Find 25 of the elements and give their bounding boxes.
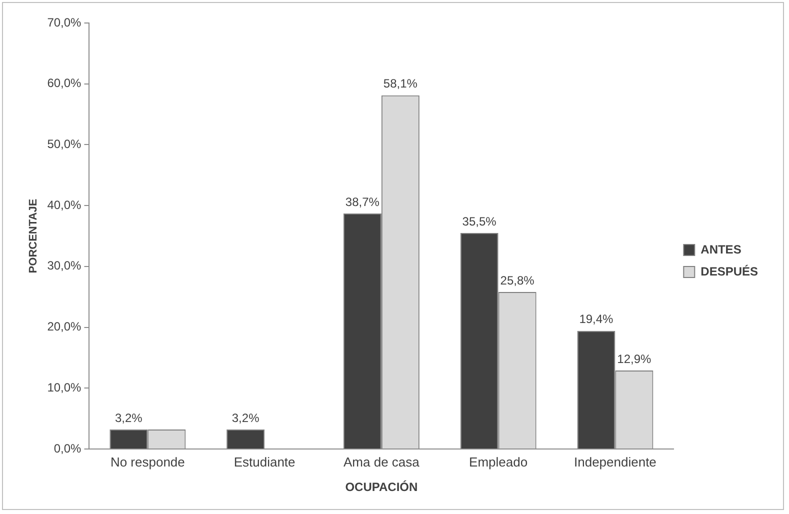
- y-tick-label: 50,0%: [47, 137, 82, 152]
- data-label: 3,2%: [232, 410, 260, 425]
- data-label: 58,1%: [383, 76, 418, 91]
- x-tick-label: Independiente: [574, 454, 656, 470]
- x-tick-label: Estudiante: [234, 454, 296, 470]
- data-label: 19,4%: [579, 312, 614, 326]
- y-tick-label: 70,0%: [47, 15, 82, 30]
- y-axis-title: PORCENTAJE: [28, 198, 40, 274]
- x-tick-label: Ama de casa: [344, 454, 420, 470]
- data-label: 25,8%: [500, 273, 535, 288]
- data-label: 35,5%: [462, 214, 497, 228]
- data-label: 3,2%: [114, 410, 143, 425]
- y-tick-label: 40,0%: [47, 198, 82, 212]
- y-tick-label: 30,0%: [47, 258, 82, 273]
- y-tick-label: 60,0%: [47, 76, 82, 90]
- y-tick-label: 20,0%: [47, 320, 82, 334]
- x-tick-label: Empleado: [469, 454, 528, 470]
- x-axis-title: OCUPACIÓN: [345, 480, 418, 494]
- data-label: 38,7%: [345, 194, 380, 209]
- legend-label: ANTES: [700, 242, 742, 256]
- y-tick-label: 0,0%: [54, 441, 82, 456]
- x-tick-label: No responde: [110, 454, 185, 470]
- y-tick-label: 10,0%: [47, 380, 82, 394]
- legend-label: DESPUÉS: [700, 264, 758, 278]
- data-label: 12,9%: [617, 352, 652, 366]
